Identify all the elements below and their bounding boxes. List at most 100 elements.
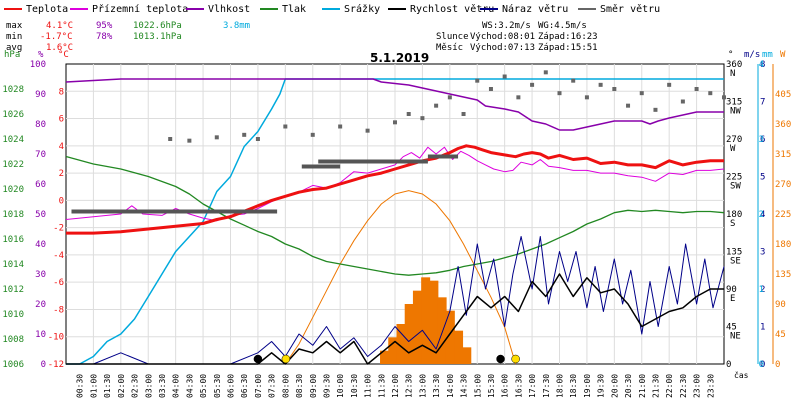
compass-tick: S <box>730 219 735 229</box>
temperature-tick: -6 <box>53 278 64 288</box>
sunshine-bar <box>454 330 464 364</box>
sun-label: Slunce <box>436 32 469 42</box>
x-tick-label: 04:00 <box>172 374 181 398</box>
wind-direction-dot <box>694 87 699 91</box>
wind-unit: m/s <box>744 50 760 60</box>
x-tick-label: 02:00 <box>117 374 126 398</box>
stat-avg-temp: 1.6°C <box>46 43 73 53</box>
compass-tick: SW <box>730 182 741 192</box>
direction-tick: 315 <box>726 98 742 108</box>
temperature-tick: -4 <box>53 251 64 261</box>
radiation-tick: 270 <box>775 180 791 190</box>
direction-tick: 270 <box>726 135 742 145</box>
x-tick-label: 23:00 <box>693 374 702 398</box>
stat-max-press: 1022.6hPa <box>133 21 182 31</box>
stat-min-label: min <box>6 32 22 42</box>
x-tick-label: 14:00 <box>446 374 455 398</box>
wind-tick: 2 <box>760 285 765 295</box>
series-rychlost-v-tru <box>66 273 724 365</box>
legend-label: Rychlost větru <box>410 3 494 15</box>
sun-marker <box>281 354 291 364</box>
compass-tick: E <box>730 294 735 304</box>
stat-avg-label: avg <box>6 43 22 53</box>
sun-set: Západ:16:23 <box>538 32 598 42</box>
radiation-line <box>284 190 517 365</box>
wind-direction-dot <box>475 78 480 83</box>
temperature-tick: 8 <box>59 87 64 97</box>
wind-tick: 1 <box>760 323 765 333</box>
sunshine-bar <box>396 324 406 364</box>
x-tick-label: 07:30 <box>268 374 277 398</box>
series-layer <box>65 70 726 365</box>
temperature-unit: °C <box>58 50 69 60</box>
x-tick-label: 20:00 <box>610 374 619 398</box>
legend-label: Srážky <box>344 3 380 15</box>
x-tick-label: 02:30 <box>131 374 140 398</box>
humidity-tick: 100 <box>30 60 46 70</box>
stat-min-hum: 78% <box>96 32 113 42</box>
x-tick-label: 10:30 <box>350 374 359 398</box>
pressure-tick: 1010 <box>2 310 24 320</box>
legend-label: Směr větru <box>600 3 660 15</box>
direction-tick: 135 <box>726 248 742 258</box>
radiation-unit: W <box>780 50 786 60</box>
radiation-tick: 315 <box>775 150 791 160</box>
legend-label: Přízemní teplota <box>92 3 188 15</box>
stat-max-rain: 3.8mm <box>223 21 250 31</box>
wind-tick: 5 <box>760 173 765 183</box>
x-tick-label: 00:30 <box>76 374 85 398</box>
sunshine-bar <box>388 337 398 364</box>
wind-direction-dot <box>653 107 658 112</box>
pressure-tick: 1024 <box>2 135 24 145</box>
sunshine-bar <box>380 350 390 364</box>
x-tick-label: 15:30 <box>487 374 496 398</box>
wind-tick: 0 <box>760 360 765 370</box>
stat-min-press: 1013.1hPa <box>133 32 182 42</box>
pressure-tick: 1016 <box>2 235 24 245</box>
legend-label: Náraz větru <box>502 3 568 15</box>
legend-label: Teplota <box>26 4 68 15</box>
stat-max-temp: 4.1°C <box>46 21 73 31</box>
wind-direction-dot <box>543 70 548 75</box>
x-tick-label: 01:30 <box>103 374 112 398</box>
sun-rise: Východ:08:01 <box>470 32 535 42</box>
legend: Teplota Přízemní teplota Vlhkost Tlak Srážky… <box>4 3 660 15</box>
wind-direction-dot <box>722 95 726 100</box>
x-tick-label: 04:30 <box>185 374 194 398</box>
temperature-tick: -2 <box>53 224 64 234</box>
moon-marker <box>496 354 505 364</box>
x-tick-label: 17:00 <box>528 374 537 398</box>
wind-direction-dot <box>612 87 617 91</box>
wind-direction-dot <box>584 95 589 100</box>
wind-tick: 3 <box>760 248 765 258</box>
wind-direction-dot <box>242 132 247 137</box>
wind-tick: 6 <box>760 135 765 145</box>
x-tick-label: 09:30 <box>322 374 331 398</box>
x-tick-label: 23:30 <box>706 374 715 398</box>
stat-max-hum: 95% <box>96 21 113 31</box>
x-tick-label: 12:00 <box>391 374 400 398</box>
direction-tick: 0 <box>726 360 731 370</box>
temperature-tick: 2 <box>59 169 64 179</box>
sunshine-bar <box>429 280 439 364</box>
series-n-raz-v-tru <box>66 236 725 365</box>
x-tick-label: 21:00 <box>638 374 647 398</box>
humidity-tick: 50 <box>35 210 46 220</box>
rain-tick: 1 <box>759 285 764 295</box>
humidity-tick: 70 <box>35 150 46 160</box>
direction-tick: 225 <box>726 173 742 183</box>
humidity-tick: 90 <box>35 90 46 100</box>
wind-speed-summary: WS:3.2m/s <box>482 21 531 31</box>
direction-tick: 45 <box>726 323 737 333</box>
direction-unit: ° <box>728 50 733 60</box>
wind-direction-dot <box>214 135 219 140</box>
wind-direction-dot <box>365 128 370 133</box>
direction-tick: 180 <box>726 210 742 220</box>
legend-label: Vlhkost <box>208 4 250 15</box>
moon-set: Západ:15:51 <box>538 43 598 53</box>
compass-tick: SE <box>730 257 741 267</box>
humidity-tick: 10 <box>35 330 46 340</box>
pressure-tick: 1006 <box>2 360 24 370</box>
